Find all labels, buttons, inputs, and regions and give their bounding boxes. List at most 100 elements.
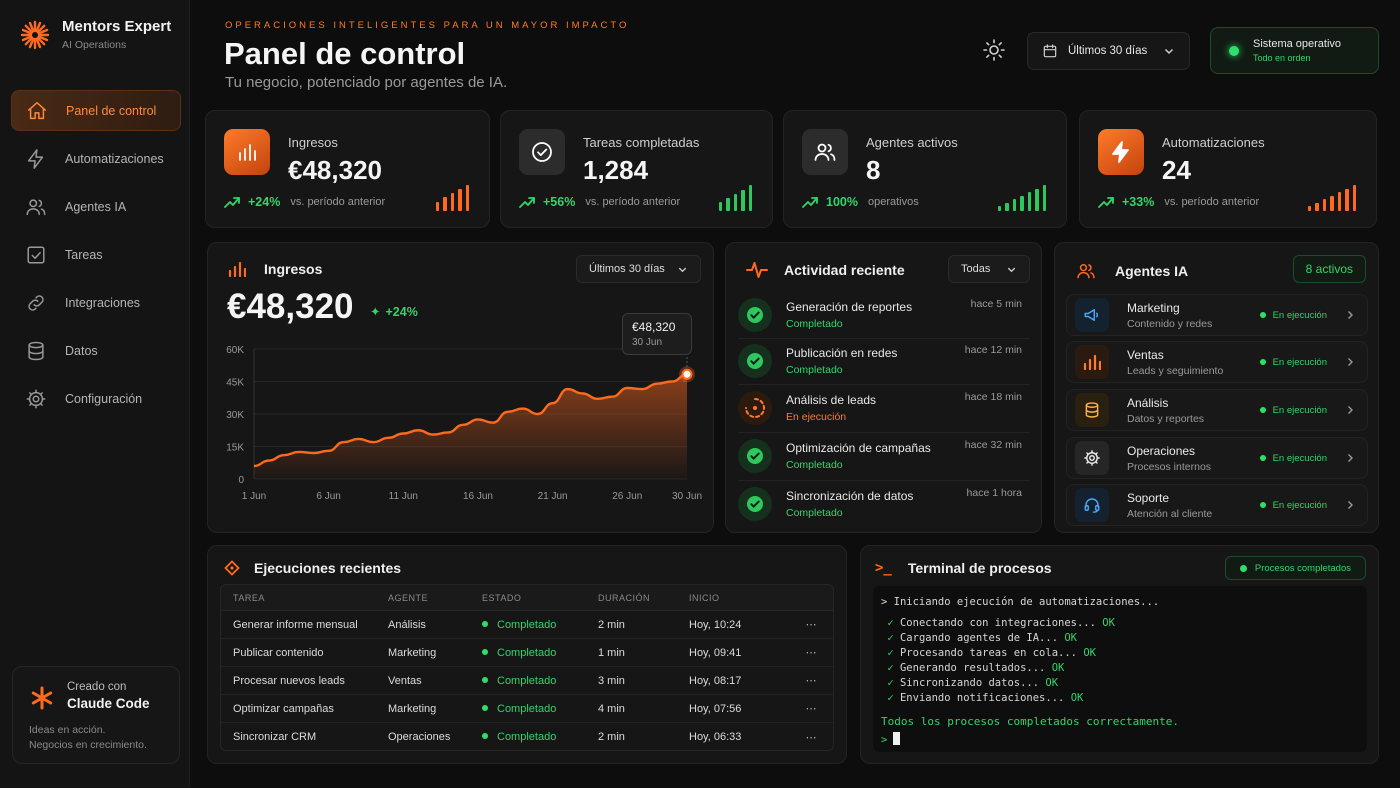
col-estado[interactable]: ESTADO (482, 592, 522, 603)
runs-title: Ejecuciones recientes (254, 560, 402, 576)
col-inicio[interactable]: INICIO (689, 592, 720, 603)
sidebar-item-configuracion[interactable]: Configuración (11, 378, 181, 419)
y-tick-label: 15K (226, 443, 244, 454)
terminal-line-text: Enviando notificaciones... (899, 692, 1065, 704)
users-icon (1077, 264, 1095, 279)
brand[interactable]: Mentors Expert AI Operations (20, 18, 171, 51)
lightning-icon (27, 148, 44, 169)
loading-icon (738, 391, 772, 425)
agent-item-soporte[interactable]: Soporte Atención al cliente En ejecución (1066, 484, 1368, 526)
kpi-card-tareas[interactable]: Tareas completadas 1,284 +56% vs. períod… (500, 110, 773, 228)
terminal-line: ✓ Generando resultados... OK (887, 662, 1065, 674)
col-agente[interactable]: AGENTE (388, 592, 429, 603)
terminal-output[interactable]: > Iniciando ejecución de automatizacione… (873, 586, 1367, 752)
kpi-label: Ingresos (288, 135, 338, 150)
activity-item[interactable]: Optimización de campañas Completado hace … (738, 433, 1030, 479)
agent-state: En ejecución (1259, 357, 1327, 368)
more-icon[interactable]: ⋯ (805, 675, 817, 687)
agent-item-analisis[interactable]: Análisis Datos y reportes En ejecución (1066, 389, 1368, 431)
sidebar-item-panel[interactable]: Panel de control (11, 90, 181, 131)
x-tick-label: 21 Jun (538, 491, 568, 502)
gear-icon (1075, 441, 1109, 475)
system-status: Sistema operativo Todo en orden (1210, 27, 1379, 74)
activity-title: Actividad reciente (784, 262, 905, 278)
asterisk-icon (31, 686, 53, 710)
agent-item-ventas[interactable]: Ventas Leads y seguimiento En ejecución (1066, 341, 1368, 383)
spark-bar (458, 189, 462, 211)
sidebar-item-label: Panel de control (66, 103, 157, 118)
chart-point[interactable] (681, 368, 693, 380)
table-row[interactable]: Procesar nuevos leads Ventas Completado … (221, 667, 833, 695)
chevron-down-icon (1007, 267, 1016, 272)
kpi-card-ingresos[interactable]: Ingresos €48,320 +24% vs. período anteri… (205, 110, 490, 228)
more-icon[interactable]: ⋯ (805, 703, 817, 715)
terminal-line-text: Generando resultados... (899, 662, 1046, 674)
home-icon (28, 101, 46, 119)
chevron-right-icon (1348, 501, 1353, 509)
cell-task: Generar informe mensual (233, 618, 358, 631)
divider (738, 432, 1030, 433)
agent-name: Marketing (1127, 300, 1180, 315)
status-sub: Todo en orden (1253, 53, 1311, 63)
x-tick-label: 11 Jun (389, 491, 418, 502)
activity-item[interactable]: Publicación en redes Completado hace 12 m… (738, 338, 1030, 384)
activity-filter-select[interactable]: Todas (948, 255, 1030, 283)
date-range-label: Últimos 30 días (1068, 45, 1148, 57)
kpi-card-automatizaciones[interactable]: Automatizaciones 24 +33% vs. período ant… (1079, 110, 1377, 228)
chart-series-line (253, 373, 688, 468)
kpi-compare: operativos (867, 196, 919, 208)
theme-toggle-sun-icon[interactable] (982, 38, 1006, 62)
agent-name: Ventas (1127, 347, 1164, 362)
sidebar-item-label: Integraciones (65, 295, 141, 310)
cell-start: Hoy, 06:33 (689, 731, 742, 743)
table-row[interactable]: Generar informe mensual Análisis Complet… (221, 611, 833, 639)
more-icon[interactable]: ⋯ (805, 619, 817, 631)
sidebar-item-agentes[interactable]: Agentes IA (11, 186, 181, 227)
x-tick-label: 16 Jun (463, 491, 493, 502)
y-tick-label: 30K (226, 410, 244, 421)
sparkle-logo-icon (20, 20, 50, 49)
date-range-select[interactable]: Últimos 30 días (1027, 32, 1190, 70)
pulse-icon (746, 262, 768, 278)
spark-bar (450, 193, 454, 211)
agent-state-label: En ejecución (1272, 404, 1327, 416)
agent-item-marketing[interactable]: Marketing Contenido y redes En ejecución (1066, 294, 1368, 336)
terminal-prompt[interactable]: > (881, 732, 1359, 747)
cell-state: Completado (482, 647, 598, 659)
activity-item[interactable]: Análisis de leads En ejecución hace 18 mi… (738, 385, 1030, 431)
spark-bar (1307, 206, 1311, 211)
sidebar-item-integraciones[interactable]: Integraciones (11, 282, 181, 323)
kpi-card-agentes[interactable]: Agentes activos 8 100% operativos (783, 110, 1067, 228)
kpi-label: Agentes activos (866, 135, 958, 150)
more-icon[interactable]: ⋯ (805, 731, 817, 744)
sidebar-item-datos[interactable]: Datos (11, 330, 181, 371)
revenue-range-select[interactable]: Últimos 30 días (576, 255, 701, 283)
col-duracion[interactable]: DURACIÓN (598, 592, 651, 603)
cell-duration: 2 min (598, 618, 625, 631)
col-tarea[interactable]: TAREA (233, 592, 265, 603)
table-row[interactable]: Sincronizar CRM Operaciones Completado 2… (221, 723, 833, 750)
y-tick-label: 45K (226, 378, 244, 389)
cell-agent: Operaciones (388, 731, 451, 743)
agent-name: Operaciones (1127, 443, 1196, 458)
table-row[interactable]: Publicar contenido Marketing Completado … (221, 639, 833, 667)
revenue-card: Ingresos Últimos 30 días €48,320 ✦ +24% 0… (207, 242, 714, 533)
terminal-line-text: Conectando con integraciones... (899, 617, 1096, 629)
cell-state: Completado (482, 703, 598, 715)
cell-agent: Análisis (388, 618, 426, 631)
agent-item-operaciones[interactable]: Operaciones Procesos internos En ejecució… (1066, 437, 1368, 479)
agent-sub: Datos y reportes (1127, 412, 1205, 425)
terminal-cursor (893, 732, 901, 745)
sidebar-item-automatizaciones[interactable]: Automatizaciones (11, 138, 181, 179)
sidebar-item-tareas[interactable]: Tareas (11, 234, 181, 275)
trend-up-icon (802, 197, 818, 208)
users-icon (802, 129, 848, 175)
agent-name: Análisis (1127, 395, 1169, 410)
activity-item[interactable]: Generación de reportes Completado hace 5 … (738, 292, 1030, 338)
sidebar-item-label: Datos (65, 343, 98, 358)
activity-item[interactable]: Sincronización de datos Completado hace 1… (738, 481, 1030, 527)
more-icon[interactable]: ⋯ (805, 647, 817, 659)
terminal-status-badge: Procesos completados (1224, 556, 1366, 580)
table-row[interactable]: Optimizar campañas Marketing Completado … (221, 695, 833, 723)
revenue-range-label: Últimos 30 días (589, 263, 665, 275)
